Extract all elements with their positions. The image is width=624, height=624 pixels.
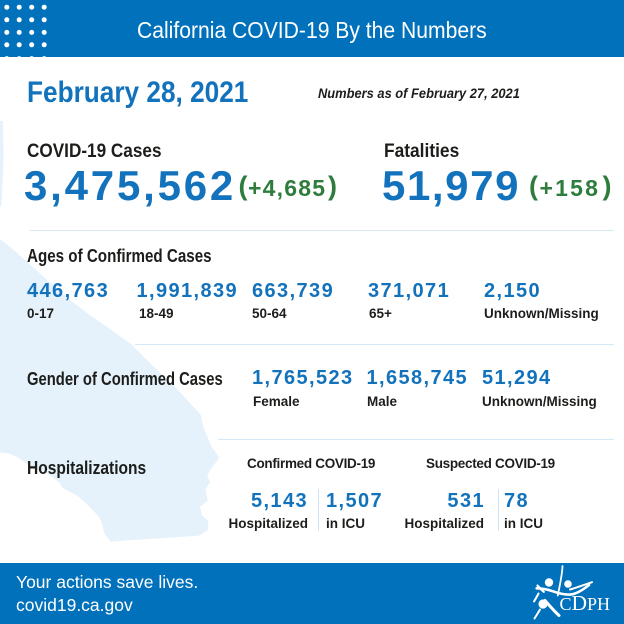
svg-text:CDPH: CDPH xyxy=(560,591,611,615)
